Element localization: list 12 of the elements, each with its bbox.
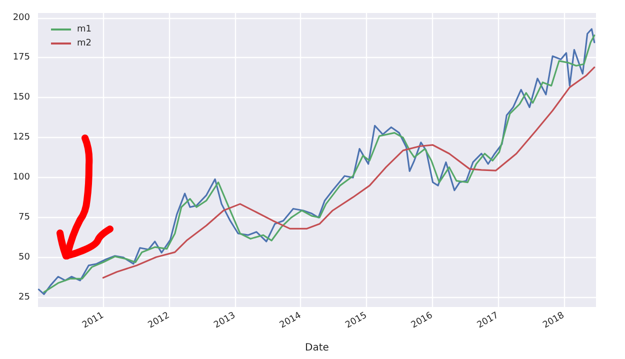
- y-tick-label: 175: [12, 52, 30, 63]
- y-tick-label: 125: [12, 132, 30, 143]
- y-tick-label: 150: [12, 92, 30, 103]
- y-tick-label: 100: [12, 172, 30, 183]
- y-tick-label: 200: [12, 12, 30, 23]
- y-tick-label: 75: [18, 212, 30, 223]
- x-axis-title: Date: [305, 342, 329, 354]
- y-tick-label: 50: [18, 252, 30, 262]
- line-series: [102, 66, 596, 279]
- y-tick-label: 25: [18, 292, 30, 302]
- legend-label: m1: [77, 24, 92, 34]
- legend-label: m2: [77, 38, 92, 48]
